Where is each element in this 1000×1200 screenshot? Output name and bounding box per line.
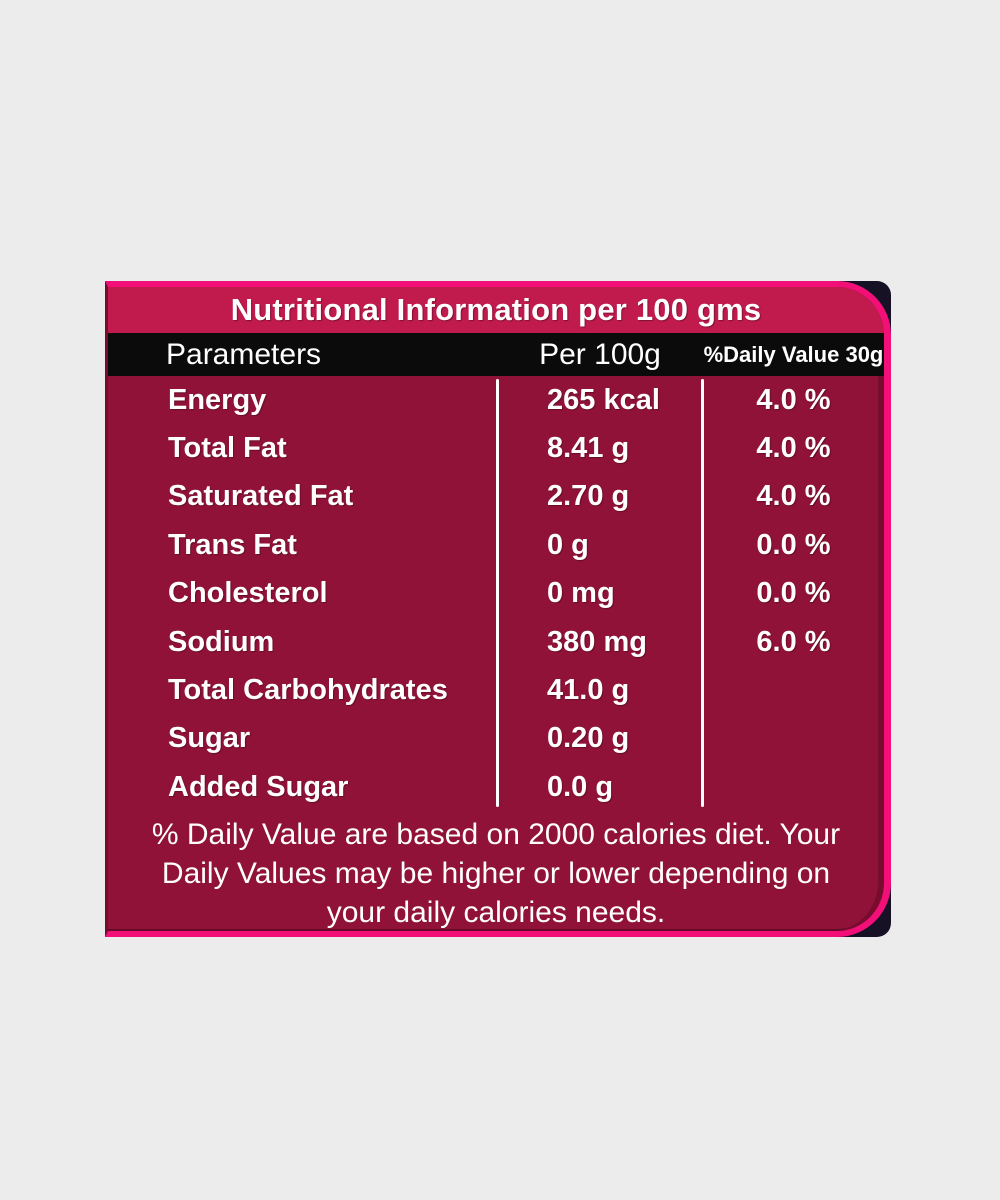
nutrient-daily-value: 0.0 %	[756, 577, 831, 610]
nutrient-name: Total Carbohydrates	[168, 674, 448, 707]
footnote-line-2: Daily Values may be higher or lower depe…	[161, 857, 831, 890]
column-divider-1	[496, 379, 499, 807]
nutrient-amount: 265 kcal	[547, 383, 660, 416]
nutrition-table: Energy 265 kcal 4.0 % Total Fat 8.41 g 4…	[108, 376, 884, 812]
table-row-energy: Energy 265 kcal 4.0 %	[108, 376, 884, 424]
table-row-cholesterol: Cholesterol 0 mg 0.0 %	[108, 570, 884, 618]
nutrient-amount: 2.70 g	[547, 480, 630, 513]
nutrient-amount: 0.0 g	[547, 770, 614, 803]
nutrient-daily-value: 0.0 %	[756, 528, 831, 561]
table-row-sodium: Sodium 380 mg 6.0 %	[108, 618, 884, 666]
nutrient-daily-value: 4.0 %	[756, 383, 831, 416]
nutrient-amount: 380 mg	[547, 625, 647, 658]
nutrient-name: Cholesterol	[168, 577, 328, 610]
nutrient-name: Total Fat	[168, 432, 287, 465]
table-row-trans-fat: Trans Fat 0 g 0.0 %	[108, 521, 884, 569]
daily-value-footnote: % Daily Value are based on 2000 calories…	[108, 812, 884, 931]
table-header: Parameters Per 100g %Daily Value 30g	[108, 333, 884, 376]
nutrient-amount: 41.0 g	[547, 674, 630, 707]
nutrient-daily-value: 4.0 %	[756, 432, 831, 465]
column-divider-2	[701, 379, 704, 807]
label-title-band: Nutritional Information per 100 gms	[108, 287, 884, 333]
footnote-line-3: your daily calories needs.	[326, 896, 666, 929]
nutrient-amount: 8.41 g	[547, 432, 630, 465]
nutrient-daily-value: 4.0 %	[756, 480, 831, 513]
nutrition-label: Nutritional Information per 100 gms Para…	[105, 281, 891, 937]
nutrient-name: Saturated Fat	[168, 480, 354, 513]
table-row-sugar: Sugar 0.20 g	[108, 715, 884, 763]
column-header-per-100g: Per 100g	[539, 337, 661, 371]
nutrient-name: Trans Fat	[168, 528, 297, 561]
column-header-daily-value: %Daily Value 30g	[703, 341, 884, 367]
nutrient-name: Sodium	[168, 625, 275, 658]
nutrient-name: Sugar	[168, 722, 251, 755]
table-row-total-fat: Total Fat 8.41 g 4.0 %	[108, 424, 884, 472]
label-title: Nutritional Information per 100 gms	[230, 292, 762, 327]
footnote-line-1: % Daily Value are based on 2000 calories…	[151, 818, 841, 851]
nutrient-amount: 0.20 g	[547, 722, 630, 755]
column-header-parameters: Parameters	[166, 337, 322, 371]
table-row-saturated-fat: Saturated Fat 2.70 g 4.0 %	[108, 473, 884, 521]
nutrient-amount: 0 mg	[547, 577, 615, 610]
table-row-added-sugar: Added Sugar 0.0 g	[108, 763, 884, 811]
nutrient-amount: 0 g	[547, 528, 589, 561]
table-row-total-carbohydrates: Total Carbohydrates 41.0 g	[108, 666, 884, 714]
nutrient-daily-value: 6.0 %	[756, 625, 831, 658]
nutrient-name: Energy	[168, 383, 267, 416]
nutrient-name: Added Sugar	[168, 770, 349, 803]
